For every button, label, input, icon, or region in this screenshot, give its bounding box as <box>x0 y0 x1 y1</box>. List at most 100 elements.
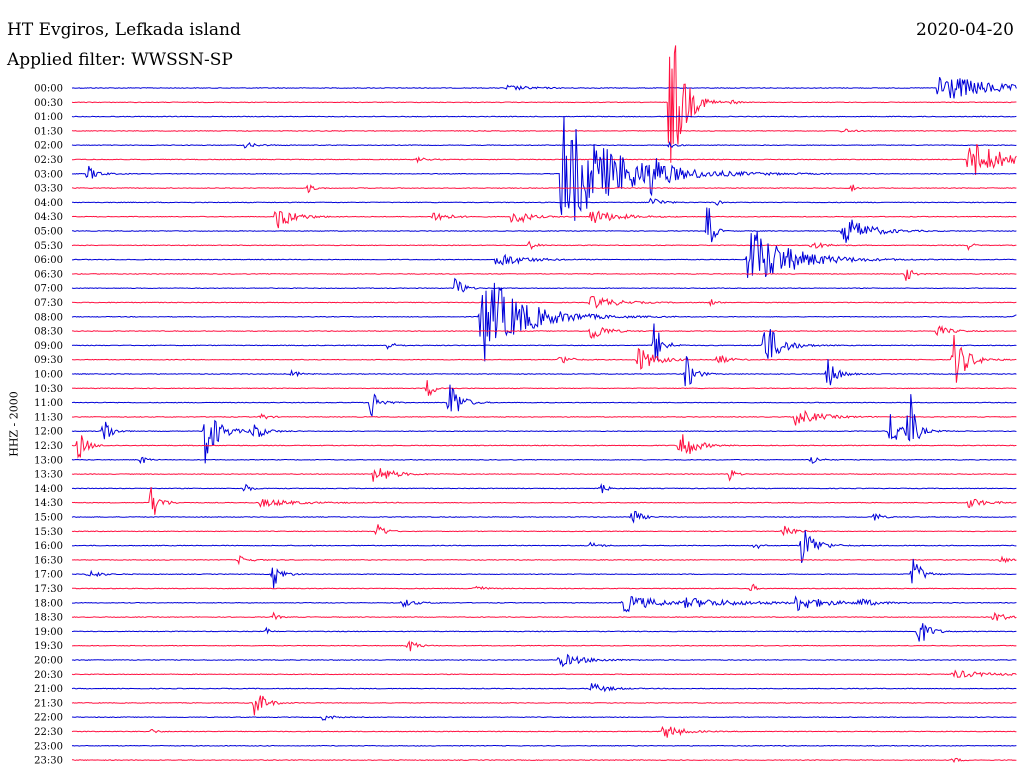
row-label: 02:00 <box>34 141 63 152</box>
trace-15-30 <box>71 524 1017 537</box>
row-label: 22:30 <box>34 727 63 738</box>
trace-12-00 <box>71 394 1017 464</box>
trace-08-30 <box>72 325 1017 339</box>
row-label: 08:30 <box>34 327 63 338</box>
row-label: 10:30 <box>34 384 63 395</box>
trace-01-30 <box>71 128 1017 133</box>
trace-04-00 <box>72 197 1017 206</box>
trace-21-00 <box>71 682 1017 693</box>
row-label: 16:30 <box>34 555 63 566</box>
row-label: 01:30 <box>34 126 63 137</box>
row-label: 07:30 <box>34 298 63 309</box>
trace-09-00 <box>71 323 1017 361</box>
trace-01-00 <box>71 115 1017 118</box>
trace-16-30 <box>71 555 1017 566</box>
trace-23-00 <box>71 744 1017 747</box>
trace-16-00 <box>71 530 1017 564</box>
trace-18-00 <box>72 595 1017 613</box>
trace-10-00 <box>71 356 1017 387</box>
trace-03-00 <box>71 116 1017 221</box>
row-label: 20:30 <box>34 670 63 681</box>
row-label: 11:30 <box>34 412 63 423</box>
trace-07-00 <box>71 277 1017 293</box>
trace-22-00 <box>71 715 1017 721</box>
row-label: 00:30 <box>34 98 63 109</box>
trace-19-30 <box>71 640 1017 652</box>
trace-00-30 <box>71 45 1017 163</box>
trace-14-00 <box>71 483 1017 494</box>
row-label: 03:30 <box>34 184 63 195</box>
trace-13-00 <box>71 456 1017 465</box>
row-label: 01:00 <box>34 112 63 123</box>
row-label: 07:00 <box>34 284 63 295</box>
row-label-group: 00:00 00:30 01:00 01:30 02:00 02:30 03:00 03:30… <box>34 84 63 767</box>
row-label: 23:30 <box>34 756 63 767</box>
row-label: 05:30 <box>34 241 63 252</box>
row-label: 17:00 <box>34 570 63 581</box>
row-label: 16:00 <box>34 541 63 552</box>
trace-05-30 <box>71 240 1017 251</box>
trace-17-00 <box>71 558 1017 589</box>
trace-20-00 <box>71 653 1017 668</box>
row-label: 18:00 <box>34 598 63 609</box>
trace-15-00 <box>71 510 1017 524</box>
trace-06-00 <box>72 231 1017 278</box>
row-label: 11:00 <box>34 398 63 409</box>
trace-06-30 <box>72 269 1017 281</box>
trace-10-30 <box>71 380 1017 397</box>
row-label: 15:30 <box>34 527 63 538</box>
row-label: 06:00 <box>34 255 63 266</box>
row-label: 12:00 <box>34 427 63 438</box>
row-label: 14:00 <box>34 484 63 495</box>
row-label: 09:00 <box>34 341 63 352</box>
trace-11-30 <box>71 409 1017 426</box>
row-label: 10:00 <box>34 370 63 381</box>
row-label: 05:00 <box>34 227 63 238</box>
trace-23-30 <box>72 757 1017 764</box>
trace-group <box>71 45 1017 764</box>
row-label: 17:30 <box>34 584 63 595</box>
row-label: 18:30 <box>34 613 63 624</box>
row-label: 22:00 <box>34 713 63 724</box>
trace-21-30 <box>71 695 1017 716</box>
row-label: 02:30 <box>34 155 63 166</box>
row-label: 04:00 <box>34 198 63 209</box>
trace-11-00 <box>71 384 1017 418</box>
trace-09-30 <box>71 334 1017 383</box>
trace-18-30 <box>71 611 1017 621</box>
row-label: 03:00 <box>34 169 63 180</box>
row-label: 20:00 <box>34 656 63 667</box>
row-label: 23:00 <box>34 741 63 752</box>
row-label: 04:30 <box>34 212 63 223</box>
filter-label: Applied filter: WWSSN-SP <box>7 50 233 70</box>
trace-17-30 <box>72 583 1017 591</box>
row-label: 19:30 <box>34 641 63 652</box>
trace-02-30 <box>71 144 1017 176</box>
row-label: 21:00 <box>34 684 63 695</box>
trace-00-00 <box>71 77 1017 99</box>
date-label: 2020-04-20 <box>915 20 1014 40</box>
row-label: 06:30 <box>34 269 63 280</box>
trace-02-00 <box>71 140 1017 149</box>
row-label: 15:00 <box>34 513 63 524</box>
row-label: 13:00 <box>34 455 63 466</box>
row-label: 08:00 <box>34 312 63 323</box>
trace-12-30 <box>71 434 1017 459</box>
trace-20-30 <box>71 669 1017 678</box>
trace-13-30 <box>71 468 1017 482</box>
row-label: 09:30 <box>34 355 63 366</box>
trace-19-00 <box>71 623 1017 642</box>
row-label: 00:00 <box>34 84 63 95</box>
trace-22-30 <box>71 725 1017 738</box>
row-label: 12:30 <box>34 441 63 452</box>
trace-14-30 <box>71 487 1017 515</box>
trace-04-30 <box>71 210 1017 229</box>
row-label: 19:00 <box>34 627 63 638</box>
row-label: 13:30 <box>34 470 63 481</box>
trace-07-30 <box>71 295 1017 309</box>
trace-03-30 <box>71 184 1017 194</box>
trace-08-00 <box>71 282 1017 362</box>
row-label: 14:30 <box>34 498 63 509</box>
row-label: 21:30 <box>34 698 63 709</box>
